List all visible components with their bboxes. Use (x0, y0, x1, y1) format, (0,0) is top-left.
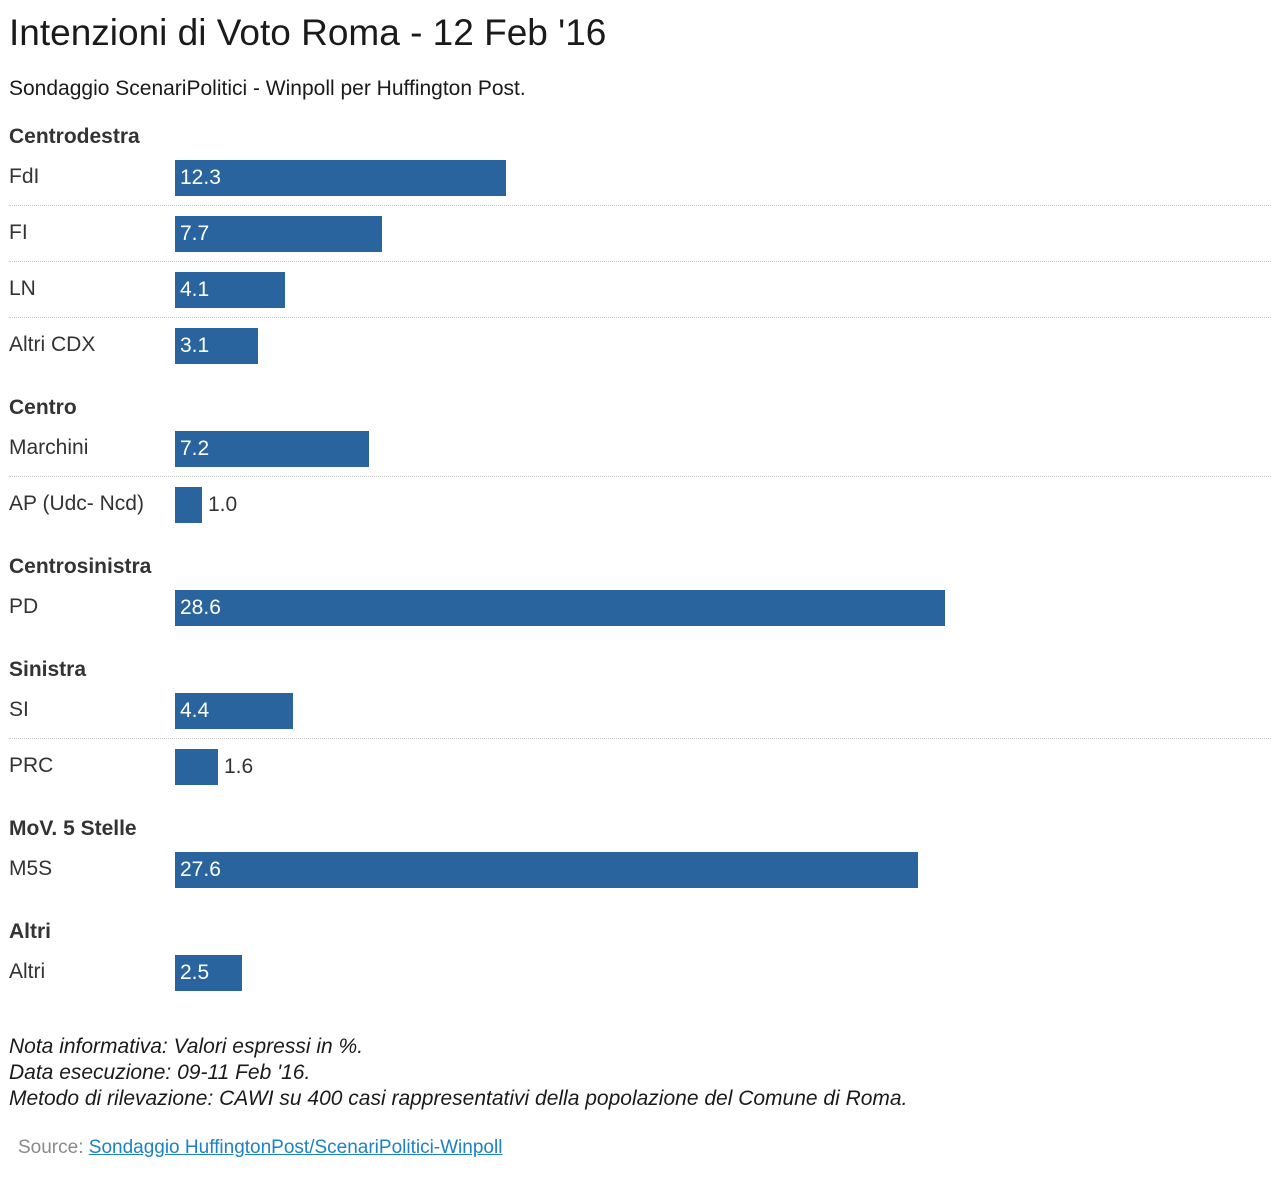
row-label: PRC (9, 754, 54, 777)
bar (175, 272, 285, 308)
source-line: Source: Sondaggio HuffingtonPost/Scenari… (18, 1137, 502, 1159)
group-label: MoV. 5 Stelle (9, 817, 137, 840)
row-label: SI (9, 698, 29, 721)
row-divider (9, 317, 1271, 318)
bar-value-label: 7.2 (180, 437, 210, 460)
note-line: Metodo di rilevazione: CAWI su 400 casi … (9, 1087, 908, 1110)
note-line: Nota informativa: Valori espressi in %. (9, 1035, 364, 1058)
row-label: AP (Udc- Ncd) (9, 492, 144, 515)
bar-value-label: 1.6 (224, 755, 254, 778)
group-label: Centrosinistra (9, 555, 152, 578)
chart-subtitle: Sondaggio ScenariPolitici - Winpoll per … (9, 77, 526, 100)
row-divider (9, 205, 1271, 206)
bar-value-label: 27.6 (180, 858, 221, 881)
bar-value-label: 2.5 (180, 961, 210, 984)
bar-value-label: 4.4 (180, 699, 210, 722)
group-label: Centrodestra (9, 125, 140, 148)
bar (175, 749, 218, 785)
bar (175, 693, 293, 729)
note-line: Data esecuzione: 09-11 Feb '16. (9, 1061, 311, 1084)
row-label: PD (9, 595, 39, 618)
bar (175, 955, 242, 991)
row-label: LN (9, 277, 36, 300)
group-label: Centro (9, 396, 77, 419)
row-divider (9, 738, 1271, 739)
row-label: FdI (9, 165, 40, 188)
bar-chart: Centrodestra FdI 12.3 FI 7.7 LN 4.1 Altri CDX 3.… (9, 125, 1271, 991)
bar (175, 852, 918, 888)
group-label: Altri (9, 920, 51, 943)
bar (175, 487, 202, 523)
source-link[interactable]: Sondaggio HuffingtonPost/ScenariPolitici… (88, 1137, 503, 1158)
row-label: M5S (9, 857, 53, 880)
source-prefix: Source: (18, 1137, 89, 1158)
row-label: Altri CDX (9, 333, 96, 356)
bar-value-label: 3.1 (180, 334, 210, 357)
bar-value-label: 7.7 (180, 222, 210, 245)
bar-value-label: 1.0 (208, 493, 238, 516)
group-label: Sinistra (9, 658, 87, 681)
bar-value-label: 4.1 (180, 278, 210, 301)
bar (175, 590, 945, 626)
bar-value-label: 12.3 (180, 166, 221, 189)
chart-title: Intenzioni di Voto Roma - 12 Feb '16 (9, 12, 607, 53)
row-label: Marchini (9, 436, 89, 459)
row-label: FI (9, 221, 28, 244)
row-divider (9, 476, 1271, 477)
row-divider (9, 261, 1271, 262)
notes: Nota informativa: Valori espressi in %. … (9, 1034, 907, 1112)
bar (175, 160, 506, 196)
bar (175, 431, 369, 467)
row-label: Altri (9, 960, 46, 983)
bar (175, 328, 258, 364)
bar-value-label: 28.6 (180, 596, 221, 619)
bar (175, 216, 382, 252)
